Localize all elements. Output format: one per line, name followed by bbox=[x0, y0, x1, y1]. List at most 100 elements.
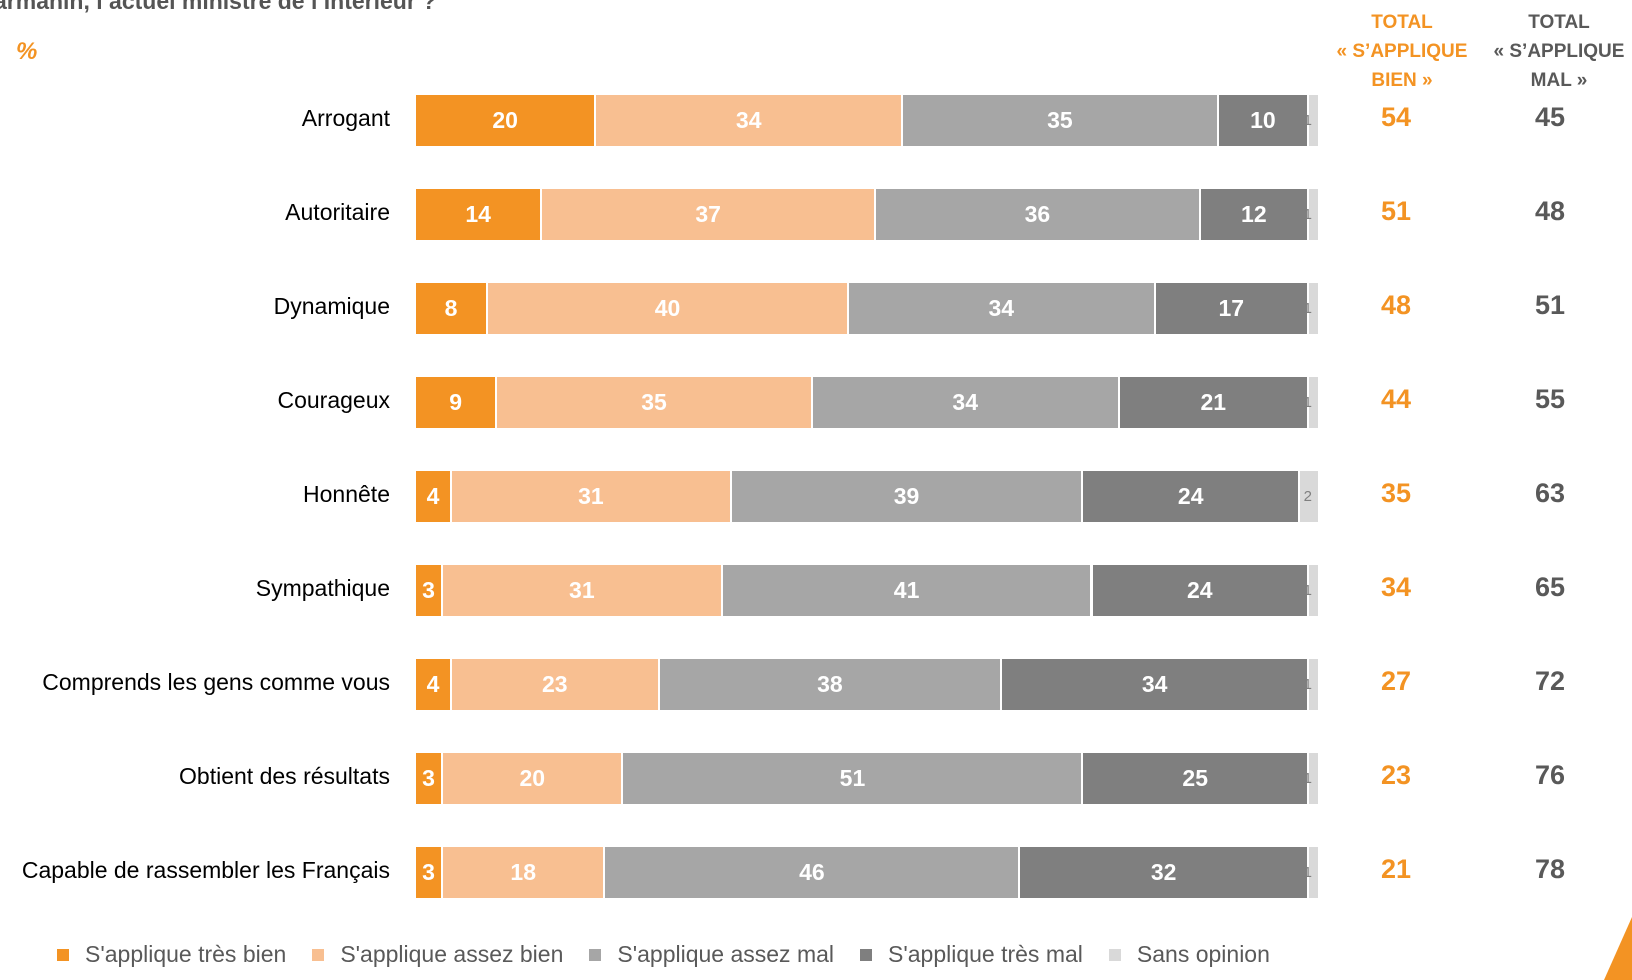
data-label: 35 bbox=[1047, 107, 1073, 133]
bar-segment: 35 bbox=[903, 95, 1219, 146]
data-label: 9 bbox=[449, 389, 462, 415]
bar-segment: 1 bbox=[1304, 283, 1318, 334]
category-label: Dynamique bbox=[273, 293, 390, 319]
bar-segment: 20 bbox=[416, 95, 597, 146]
total-mal-value: 45 bbox=[1534, 102, 1566, 132]
bar-segment: 14 bbox=[416, 189, 543, 240]
bar-segment: 12 bbox=[1200, 189, 1309, 240]
total-mal-value: 78 bbox=[1534, 854, 1566, 884]
total-mal-value: 65 bbox=[1534, 572, 1566, 602]
data-label: 3 bbox=[422, 765, 435, 791]
legend-label: S'applique très bien bbox=[85, 941, 287, 967]
total-bien-value: 44 bbox=[1380, 384, 1412, 414]
data-label: 32 bbox=[1150, 859, 1177, 885]
bar-segment: 24 bbox=[1092, 565, 1309, 616]
bar-segment: 9 bbox=[416, 377, 498, 428]
data-label: 24 bbox=[1186, 577, 1213, 603]
bar-segment: 17 bbox=[1155, 283, 1309, 334]
bar-segment: 31 bbox=[443, 565, 723, 616]
bar-segment: 1 bbox=[1304, 377, 1318, 428]
legend-item: S'applique très mal bbox=[860, 941, 1083, 968]
data-label: 34 bbox=[988, 295, 1015, 321]
legend-item: S'applique très bien bbox=[57, 941, 286, 968]
total-mal-value: 51 bbox=[1534, 290, 1566, 320]
legend-item: S'applique assez mal bbox=[589, 941, 834, 968]
total-mal-value: 63 bbox=[1534, 478, 1566, 508]
legend-item: Sans opinion bbox=[1108, 941, 1270, 968]
bar-segment: 32 bbox=[1020, 847, 1309, 898]
bar-segment: 10 bbox=[1218, 95, 1309, 146]
column-header-mal-line: « S’APPLIQUE bbox=[1493, 41, 1625, 62]
bar-segment: 1 bbox=[1304, 189, 1318, 240]
data-label: 3 bbox=[422, 577, 435, 603]
bar-segment: 3 bbox=[416, 565, 444, 616]
category-label: Arrogant bbox=[301, 105, 390, 131]
data-label: 2 bbox=[1303, 488, 1312, 505]
data-label: 18 bbox=[510, 859, 537, 885]
total-bien-value: 51 bbox=[1380, 196, 1412, 226]
total-bien-value: 23 bbox=[1380, 760, 1412, 790]
category-label: Comprends les gens comme vous bbox=[42, 669, 390, 695]
bar-segment: 1 bbox=[1304, 659, 1318, 710]
data-label: 1 bbox=[1303, 676, 1312, 693]
data-label: 1 bbox=[1303, 300, 1312, 317]
column-header-bien-line: « S’APPLIQUE bbox=[1336, 41, 1468, 62]
data-label: 34 bbox=[1141, 671, 1168, 697]
total-mal-value: 55 bbox=[1534, 384, 1566, 414]
chart-title: armanin, l’actuel ministre de l’Intérieu… bbox=[0, 0, 437, 14]
legend-item: S'applique assez bien bbox=[312, 941, 563, 968]
bar-segment: 51 bbox=[623, 753, 1084, 804]
legend-label: S'applique très mal bbox=[888, 941, 1083, 967]
data-label: 39 bbox=[893, 483, 920, 509]
column-header-bien-line: TOTAL bbox=[1371, 12, 1433, 33]
bar-segment: 1 bbox=[1304, 847, 1318, 898]
column-header-bien-line: BIEN » bbox=[1371, 70, 1433, 91]
data-label: 3 bbox=[422, 859, 435, 885]
total-bien-value: 35 bbox=[1380, 478, 1412, 508]
category-label: Autoritaire bbox=[285, 199, 390, 225]
column-header-total-mal: TOTAL « S’APPLIQUE MAL » bbox=[1484, 8, 1632, 95]
total-mal-value: 76 bbox=[1534, 760, 1566, 790]
bar-segment: 20 bbox=[443, 753, 624, 804]
bar-segment: 4 bbox=[416, 471, 453, 522]
data-label: 17 bbox=[1218, 295, 1245, 321]
category-label: Obtient des résultats bbox=[179, 763, 390, 789]
total-bien-value: 21 bbox=[1380, 854, 1412, 884]
data-label: 40 bbox=[654, 295, 681, 321]
data-label: 34 bbox=[735, 107, 762, 133]
chart-legend: S'applique très bien S'applique assez bie… bbox=[57, 941, 1296, 968]
data-label: 4 bbox=[426, 483, 440, 509]
data-label: 36 bbox=[1024, 201, 1051, 227]
column-header-mal-line: MAL » bbox=[1530, 70, 1588, 91]
bar-segment: 34 bbox=[848, 283, 1156, 334]
bar-segment: 34 bbox=[596, 95, 904, 146]
data-label: 24 bbox=[1177, 483, 1204, 509]
data-label: 14 bbox=[465, 201, 491, 227]
bar-segment: 21 bbox=[1119, 377, 1309, 428]
data-label: 35 bbox=[641, 389, 667, 415]
bar-segment: 23 bbox=[452, 659, 660, 710]
category-label: Courageux bbox=[277, 387, 390, 413]
data-label: 31 bbox=[578, 483, 604, 509]
category-label: Sympathique bbox=[255, 575, 390, 601]
bar-segment: 24 bbox=[1083, 471, 1300, 522]
data-label: 1 bbox=[1303, 394, 1312, 411]
data-label: 10 bbox=[1250, 107, 1276, 133]
bar-segment: 34 bbox=[1002, 659, 1309, 710]
data-label: 31 bbox=[569, 577, 595, 603]
bar-segment: 3 bbox=[416, 847, 444, 898]
bar-segment: 4 bbox=[416, 659, 453, 710]
data-label: 34 bbox=[952, 389, 978, 415]
data-label: 20 bbox=[492, 107, 518, 133]
legend-swatch-icon bbox=[57, 948, 69, 961]
bar-segment: 35 bbox=[497, 377, 813, 428]
total-mal-value: 72 bbox=[1534, 666, 1566, 696]
bar-segment: 34 bbox=[812, 377, 1120, 428]
total-mal-value: 48 bbox=[1534, 196, 1566, 226]
data-label: 41 bbox=[893, 577, 920, 603]
data-label: 25 bbox=[1182, 765, 1209, 791]
bar-segment: 1 bbox=[1304, 565, 1318, 616]
bar-segment: 41 bbox=[722, 565, 1093, 616]
total-bien-value: 54 bbox=[1380, 102, 1412, 132]
bar-segment: 1 bbox=[1304, 95, 1318, 146]
